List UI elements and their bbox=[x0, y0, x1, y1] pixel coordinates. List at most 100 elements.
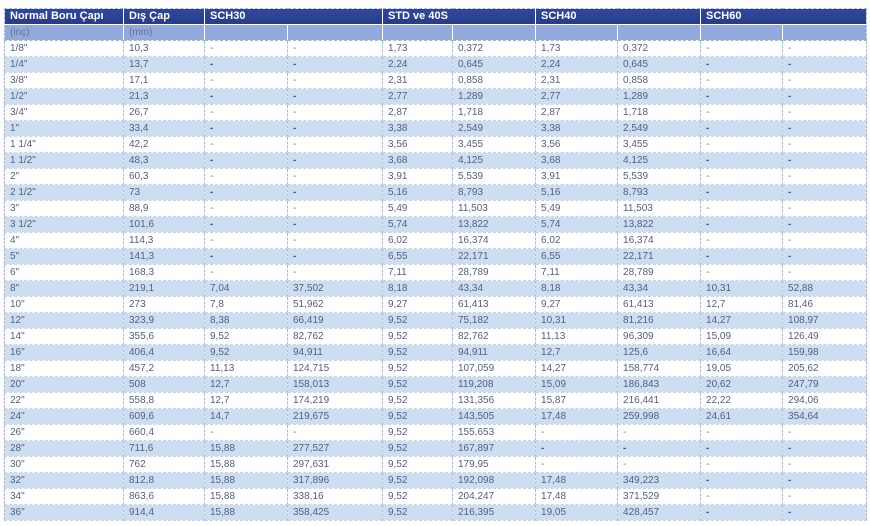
unit-empty bbox=[782, 24, 867, 41]
table-row: 34" 863,6 15,88 338,16 9,52 204,247 17,48 371,5… bbox=[4, 488, 867, 505]
unit-empty bbox=[382, 24, 453, 41]
header-sch30: SCH30 bbox=[204, 8, 383, 25]
table-cell: 3,455 bbox=[452, 136, 537, 153]
table-cell: 9,52 bbox=[204, 344, 288, 361]
table-cell: - bbox=[287, 88, 383, 105]
table-cell: 11,13 bbox=[535, 328, 619, 345]
table-row: 20" 508 12,7 158,013 9,52 119,208 15,09 186,843… bbox=[4, 376, 867, 393]
table-cell: 371,529 bbox=[617, 488, 702, 505]
table-cell: 2,31 bbox=[382, 72, 453, 89]
table-cell: 192,098 bbox=[452, 472, 537, 489]
table-row: 2" 60,3- -3,91 5,539 3,91 5,539- - bbox=[4, 168, 867, 185]
table-cell: 8,793 bbox=[452, 184, 537, 201]
table-cell: - bbox=[700, 136, 784, 153]
table-row: 16" 406,4 9,52 94,911 9,52 94,911 12,7 125,6 16,… bbox=[4, 344, 867, 361]
table-cell: 108,97 bbox=[782, 312, 867, 329]
table-cell: 24" bbox=[4, 408, 124, 425]
table-cell: - bbox=[204, 424, 288, 441]
table-row: 1 1/2" 48,3- -3,68 4,125 3,68 4,125- - bbox=[4, 152, 867, 169]
table-cell: - bbox=[782, 264, 867, 281]
table-cell: 9,27 bbox=[382, 296, 453, 313]
table-cell: 9,52 bbox=[204, 328, 288, 345]
table-cell: - bbox=[700, 504, 784, 521]
unit-empty bbox=[204, 24, 288, 41]
table-cell: - bbox=[287, 120, 383, 137]
table-cell: 60,3 bbox=[123, 168, 205, 185]
table-cell: 5" bbox=[4, 248, 124, 265]
table-cell: 19,05 bbox=[700, 360, 784, 377]
table-cell: 2,549 bbox=[617, 120, 702, 137]
table-cell: 2,87 bbox=[382, 104, 453, 121]
table-cell: - bbox=[287, 184, 383, 201]
table-cell: 16,374 bbox=[452, 232, 537, 249]
table-cell: 8" bbox=[4, 280, 124, 297]
table-cell: 5,539 bbox=[617, 168, 702, 185]
table-row: 4" 114,3- -6,02 16,374 6,02 16,374- - bbox=[4, 232, 867, 249]
table-row: 1/4" 13,7- -2,24 0,645 2,24 0,645- - bbox=[4, 56, 867, 73]
table-body: 1/8" 10,3- -1,73 0,372 1,73 0,372- -1/4" 13,7- -… bbox=[4, 40, 867, 521]
table-cell: 16" bbox=[4, 344, 124, 361]
table-cell: 36" bbox=[4, 504, 124, 521]
table-cell: 317,896 bbox=[287, 472, 383, 489]
table-cell: - bbox=[782, 136, 867, 153]
table-cell: 9,52 bbox=[382, 440, 453, 457]
table-cell: - bbox=[700, 152, 784, 169]
table-cell: 5,539 bbox=[452, 168, 537, 185]
table-cell: - bbox=[782, 40, 867, 57]
table-cell: 10,3 bbox=[123, 40, 205, 57]
table-cell: 17,48 bbox=[535, 488, 619, 505]
table-cell: 1" bbox=[4, 120, 124, 137]
table-cell: 17,48 bbox=[535, 408, 619, 425]
table-cell: - bbox=[782, 184, 867, 201]
table-cell: 15,09 bbox=[535, 376, 619, 393]
table-cell: - bbox=[700, 488, 784, 505]
table-cell: 13,7 bbox=[123, 56, 205, 73]
table-cell: 114,3 bbox=[123, 232, 205, 249]
table-row: 3" 88,9- -5,49 11,503 5,49 11,503- - bbox=[4, 200, 867, 217]
table-cell: - bbox=[700, 168, 784, 185]
table-cell: 14" bbox=[4, 328, 124, 345]
table-cell: 24,61 bbox=[700, 408, 784, 425]
table-cell: 12,7 bbox=[204, 392, 288, 409]
table-cell: 174,219 bbox=[287, 392, 383, 409]
table-cell: 1 1/4" bbox=[4, 136, 124, 153]
table-cell: - bbox=[782, 472, 867, 489]
table-cell: 323,9 bbox=[123, 312, 205, 329]
table-cell: 9,52 bbox=[382, 360, 453, 377]
table-cell: - bbox=[535, 424, 619, 441]
table-cell: 9,52 bbox=[382, 312, 453, 329]
table-cell: 0,372 bbox=[617, 40, 702, 57]
table-cell: 205,62 bbox=[782, 360, 867, 377]
table-cell: - bbox=[287, 152, 383, 169]
table-cell: - bbox=[204, 56, 288, 73]
table-cell: 3" bbox=[4, 200, 124, 217]
table-cell: - bbox=[782, 440, 867, 457]
table-row: 28" 711,6 15,88 277,527 9,52 167,897- - - - bbox=[4, 440, 867, 457]
table-cell: 2,87 bbox=[535, 104, 619, 121]
table-cell: 82,762 bbox=[452, 328, 537, 345]
table-cell: 10" bbox=[4, 296, 124, 313]
table-cell: - bbox=[287, 232, 383, 249]
table-cell: 0,645 bbox=[452, 56, 537, 73]
table-cell: 2,31 bbox=[535, 72, 619, 89]
pipe-schedule-table-container: Normal Boru Çapı Dış Çap SCH30 STD ve 40… bbox=[4, 8, 868, 521]
table-cell: - bbox=[700, 424, 784, 441]
table-cell: 12,7 bbox=[700, 296, 784, 313]
table-cell: - bbox=[204, 104, 288, 121]
unit-empty bbox=[452, 24, 537, 41]
table-cell: 13,822 bbox=[452, 216, 537, 233]
table-cell: 2" bbox=[4, 168, 124, 185]
table-cell: - bbox=[782, 152, 867, 169]
table-cell: 15,88 bbox=[204, 472, 288, 489]
table-cell: 43,34 bbox=[617, 280, 702, 297]
table-cell: 12,7 bbox=[204, 376, 288, 393]
table-cell: 9,52 bbox=[382, 408, 453, 425]
table-cell: 1,718 bbox=[452, 104, 537, 121]
table-cell: - bbox=[700, 40, 784, 57]
header-sch40: SCH40 bbox=[535, 8, 702, 25]
table-cell: 30" bbox=[4, 456, 124, 473]
table-cell: 15,87 bbox=[535, 392, 619, 409]
table-cell: 4,125 bbox=[452, 152, 537, 169]
table-cell: - bbox=[287, 424, 383, 441]
table-cell: 37,502 bbox=[287, 280, 383, 297]
